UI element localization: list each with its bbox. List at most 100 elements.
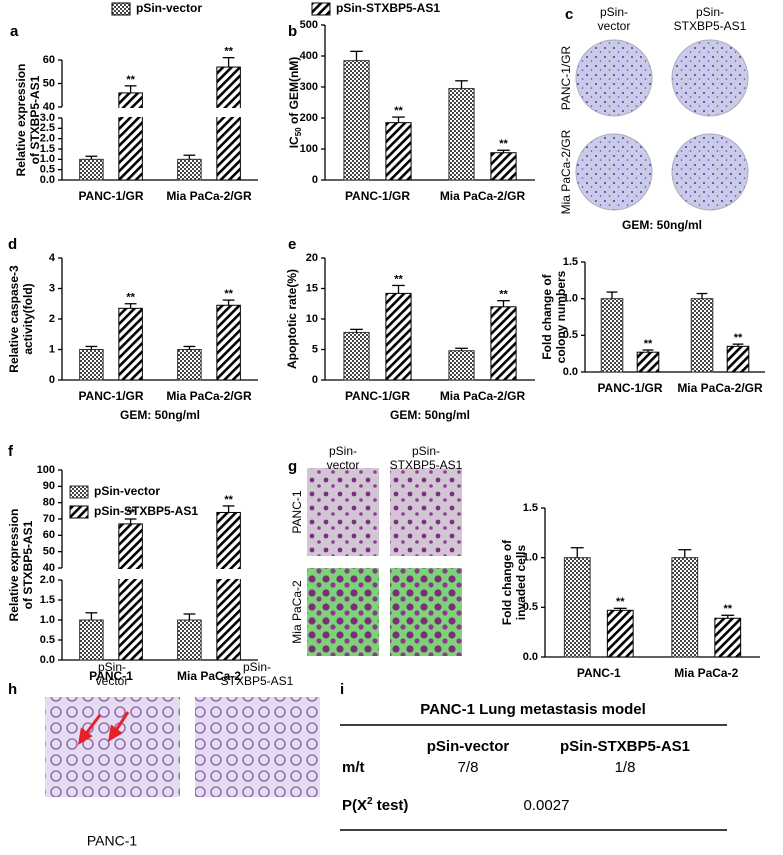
x-axis-label: GEM: 50ng/ml [390,408,470,422]
y-axis-label: Relative expression [7,509,21,622]
invasion-image [390,468,462,556]
y-axis-label: activity(fold) [21,283,35,354]
x-tick-label: Mia PaCa-2/GR [677,381,763,395]
x-tick-label: PANC-1/GR [345,189,410,203]
bar [216,511,241,661]
y-tick-label: 400 [300,50,318,62]
y-tick-label: 20 [306,252,318,264]
legend-label: pSin-vector [136,1,202,15]
bar [177,158,202,181]
legend-label: pSin-STXBP5-AS1 [336,1,440,15]
y-tick-label: 200 [300,112,318,124]
row-label-sup: 2 [367,796,373,807]
y-axis-label: Fold change of [540,273,554,359]
invasion-image [390,568,462,656]
y-tick-label: 4 [49,252,56,264]
arrows [77,711,130,745]
column-label: pSin- [696,5,724,19]
table-cell: 1/8 [615,759,636,776]
y-tick-label: 1.5 [563,256,578,268]
bar [216,66,241,181]
column-label: vector [327,458,360,472]
bar [79,349,104,381]
bar [79,158,104,181]
y-tick-label: 40 [43,101,55,113]
bar [490,152,517,181]
y-axis-label: of STXBP5-AS1 [21,520,35,609]
significance: ** [224,494,233,506]
bar [385,122,412,181]
axis-break [60,569,256,579]
row-label: P(X2 test) [342,796,408,814]
y-tick-label: 0.0 [523,651,538,663]
colony-plate [575,133,653,211]
y-axis-label: Relative expression [14,64,28,177]
bar [636,351,660,373]
bar [600,298,624,373]
y-tick-label: 1.5 [40,594,55,606]
significance: ** [126,74,135,86]
column-label: STXBP5-AS1 [674,19,747,33]
panel-letter: g [288,458,297,475]
y-tick-label: 1.0 [40,153,55,165]
column-label: STXBP5-AS1 [221,674,294,688]
caption: PANC-1 [87,833,138,849]
y-tick-label: 1.0 [40,614,55,626]
x-tick-label: Mia PaCa-2 [177,669,241,683]
lung-image [45,697,180,797]
significance: ** [644,338,653,350]
row-label-part: test) [373,797,409,814]
y-tick-label: 0.5 [563,329,578,341]
colony-plate [671,39,749,117]
invasion-image [307,468,379,556]
table-header: pSin-STXBP5-AS1 [560,738,690,755]
x-tick-label: Mia PaCa-2/GR [166,389,252,403]
y-tick-label: 0.5 [40,164,55,176]
y-tick-label: 80 [43,497,55,509]
y-tick-label: 0.0 [40,654,55,666]
panel-letter: h [8,681,17,698]
column-label: vector [96,674,129,688]
y-tick-label: 100 [37,464,55,476]
row-label: PANC-1/GR [559,45,573,110]
legend-swatch [69,505,89,519]
panel-letter: f [8,443,14,460]
y-tick-label: 2.0 [40,133,55,145]
legend-swatch [311,2,331,16]
column-label: pSin- [412,444,440,458]
bar [79,619,104,661]
bar [343,60,370,181]
panel-letter: c [565,6,573,23]
y-axis-label-part: of GEM(nM) [287,57,301,128]
panel-letter: a [10,23,19,40]
panel-letter: e [288,236,296,253]
x-tick-label: PANC-1/GR [78,189,143,203]
bar [343,331,370,381]
x-tick-label: PANC-1/GR [597,381,662,395]
colony-plate [575,39,653,117]
y-tick-label: 0 [312,174,318,186]
significance: ** [499,289,508,301]
x-tick-label: PANC-1/GR [345,389,410,403]
column-label: vector [598,19,631,33]
lung-image [195,697,320,797]
y-tick-label: 60 [43,529,55,541]
x-tick-label: Mia PaCa-2/GR [166,189,252,203]
y-tick-label: 0.0 [563,366,578,378]
legend-swatch [69,485,89,499]
y-tick-label: 2 [49,313,55,325]
bar [118,307,143,381]
bar [216,304,241,381]
significance: ** [723,603,732,615]
panel-letter: i [340,681,344,698]
significance: ** [394,105,403,117]
y-axis-label: invaded cells [514,544,528,620]
y-tick-label: 10 [306,313,318,325]
significance: ** [126,292,135,304]
bar [177,619,202,661]
y-tick-label: 50 [43,546,55,558]
y-tick-label: 1.0 [563,293,578,305]
x-tick-label: PANC-1/GR [78,389,143,403]
y-tick-label: 15 [306,282,318,294]
